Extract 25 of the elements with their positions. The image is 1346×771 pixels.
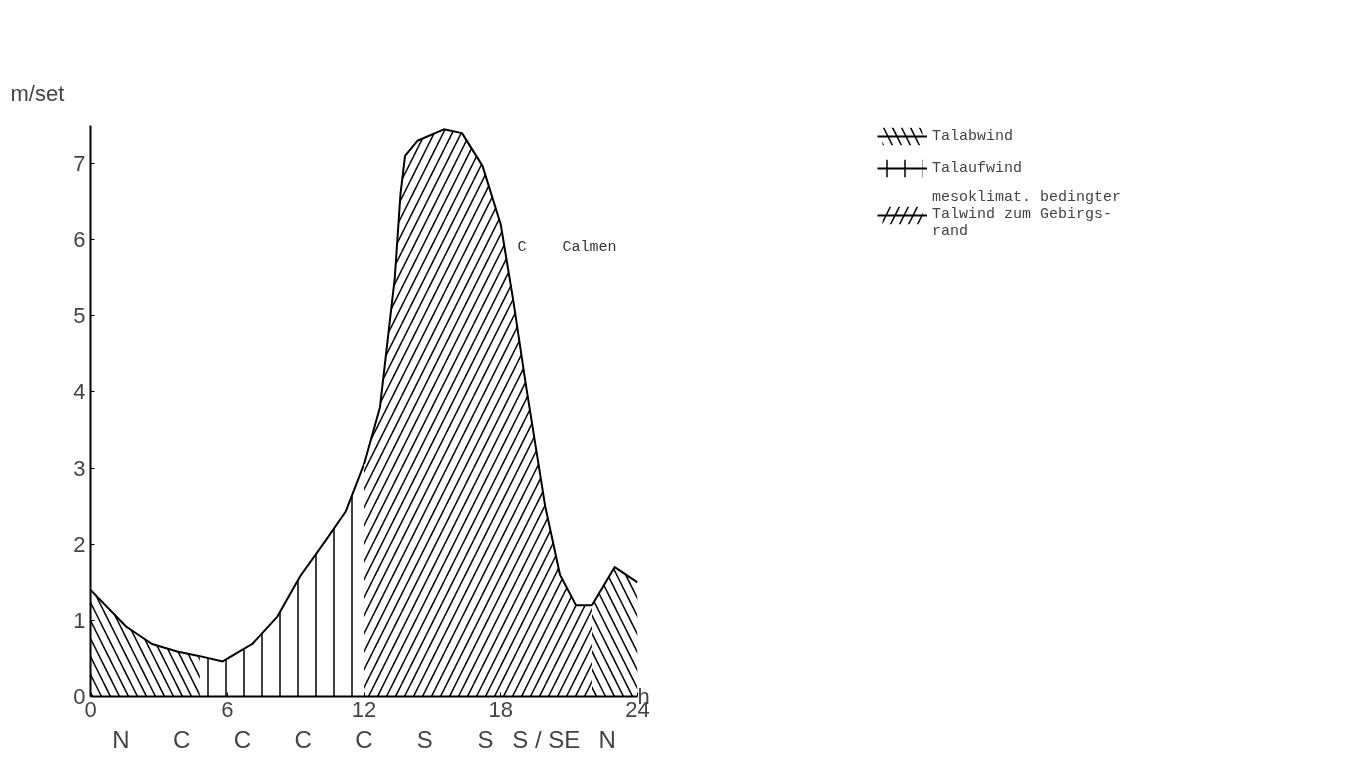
annotation: C xyxy=(517,238,527,256)
text: S xyxy=(416,725,433,753)
legend-label: Talaufwind xyxy=(931,159,1022,177)
text: S / SE xyxy=(512,725,581,753)
text: C xyxy=(233,725,252,753)
y-tick-label: 1 xyxy=(73,607,86,633)
text: C xyxy=(294,725,312,753)
y-tick-label: 4 xyxy=(73,379,86,405)
y-tick-label: 6 xyxy=(73,227,86,253)
y-tick-label: 7 xyxy=(73,151,86,177)
text: C xyxy=(173,725,191,753)
x-tick-label: 6 xyxy=(221,696,234,722)
y-axis-title: m/set xyxy=(10,80,65,106)
text: N xyxy=(112,725,130,753)
legend-label: Talabwind xyxy=(931,127,1013,145)
y-tick-label: 3 xyxy=(73,455,86,481)
y-tick-label: 2 xyxy=(73,531,86,557)
text: C xyxy=(355,725,373,753)
text: N xyxy=(598,725,616,753)
legend-label: mesoklimat. bedingter Talwind zum Gebirgs- rand xyxy=(931,189,1122,240)
text: S xyxy=(477,725,494,753)
x-tick-label: 12 xyxy=(351,696,377,722)
x-tick-label: 18 xyxy=(488,696,513,722)
y-tick-label: 5 xyxy=(73,303,86,329)
annotation: Calmen xyxy=(562,238,617,256)
